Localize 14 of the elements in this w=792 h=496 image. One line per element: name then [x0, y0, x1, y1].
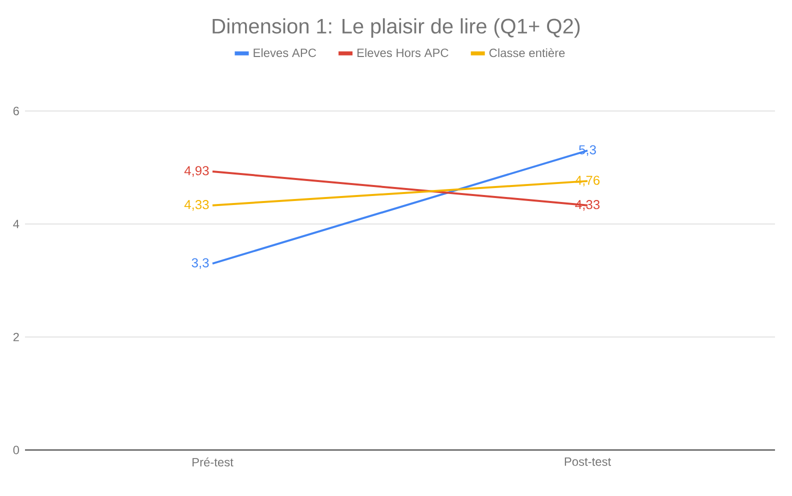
x-tick-label: Post-test [564, 458, 612, 466]
legend-label: Eleves APC [254, 48, 316, 58]
y-tick-label: 2 [13, 332, 19, 342]
y-tick-label: 4 [13, 220, 20, 228]
legend-label: Classe entière [489, 48, 565, 58]
y-tick-label: 6 [13, 106, 19, 116]
data-label: 4,33 [184, 200, 209, 211]
data-label: 4,33 [575, 200, 600, 211]
data-label: 4,93 [184, 166, 209, 177]
y-tick-label: 0 [13, 446, 20, 454]
data-label: 3,3 [192, 258, 209, 269]
chart-title: Dimension 1: Le plaisir de lire (Q1+ Q2) [212, 18, 580, 38]
x-tick-label: Pré-test [192, 458, 234, 466]
legend-label: Eleves Hors APC [357, 48, 448, 58]
